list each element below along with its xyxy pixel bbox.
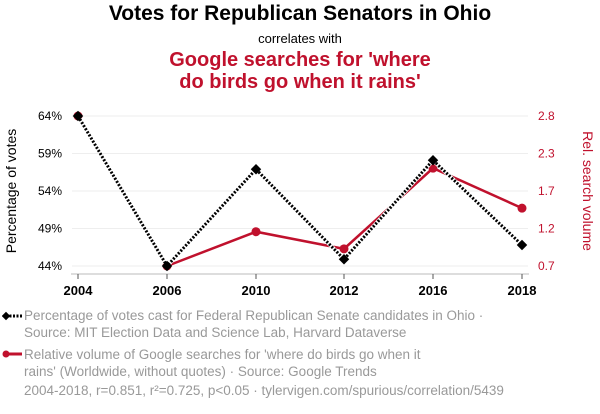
series-votes-point [427,155,439,166]
y-axis-label-left: Percentage of votes [3,129,19,254]
right-tick-label: 1.2 [538,222,555,236]
right-tick-label: 0.7 [538,259,555,273]
title2-line2: do birds go when it rains' [179,71,421,93]
series-votes-point [338,254,350,265]
series-votes-point [72,110,84,122]
legend-circle-line-icon [2,350,22,358]
series-searches-point [339,244,349,254]
left-tick-label: 64% [38,109,62,123]
x-tick-label: 2006 [153,283,182,298]
grid-lines [72,115,528,267]
legend-item-searches: Relative volume of Google searches for '… [2,346,421,380]
legend-searches-line1: Relative volume of Google searches for '… [24,347,421,362]
legend-searches-line2: rains' (Worldwide, without quotes) · Sou… [24,364,377,379]
left-tick-label: 54% [38,184,62,198]
title2-line1: Google searches for 'where [169,49,431,71]
series-searches-point [428,163,438,173]
x-tick-label: 2018 [508,283,537,298]
right-tick-label: 1.7 [538,184,555,198]
legend-item-votes: Percentage of votes cast for Federal Rep… [2,307,484,341]
x-tick-label: 2004 [64,283,94,298]
right-tick-label: 2.3 [538,147,555,161]
footer-stats: 2004-2018, r=0.851, r²=0.725, p<0.05 · t… [24,383,504,398]
x-tick-label: 2010 [242,283,271,298]
series-searches-point [517,203,527,213]
left-tick-label: 59% [38,147,62,161]
chart-title-secondary: Google searches for 'where do birds go w… [0,49,600,93]
left-tick-label: 49% [38,222,62,236]
axes: 64% 2.8 59% 2.3 54% 1.7 49% 1.2 44% 0.7 2004 2006 20… [3,109,596,298]
right-tick-label: 2.8 [538,109,555,123]
series-searches-point [251,227,261,237]
chart-subtitle: correlates with [258,31,342,46]
legend-votes-line2: Source: MIT Election Data and Science La… [24,325,407,340]
y-axis-label-right: Rel. search volume [580,131,596,251]
left-tick-label: 44% [38,259,62,273]
legend-diamond-dotted-icon [2,311,22,321]
chart-svg: 64% 2.8 59% 2.3 54% 1.7 49% 1.2 44% 0.7 2004 2006 20… [3,109,596,298]
series-votes-line [76,115,524,269]
x-tick-label: 2012 [330,283,359,298]
chart-title: Votes for Republican Senators in Ohio [108,2,492,25]
legend-votes-line1: Percentage of votes cast for Federal Rep… [24,308,484,323]
x-tick-label: 2016 [419,283,448,298]
series [72,110,528,272]
